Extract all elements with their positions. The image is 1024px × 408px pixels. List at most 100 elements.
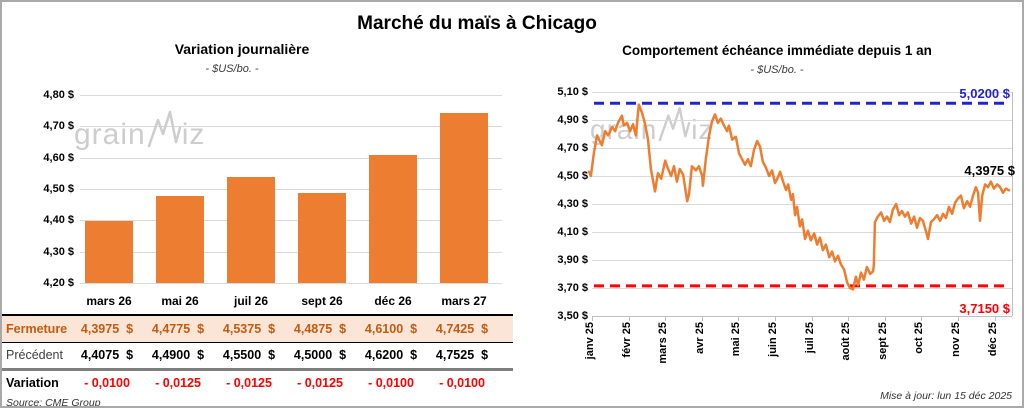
- watermark-text-post: iz: [181, 118, 206, 151]
- line-y-tick-label: 3,70 $: [557, 282, 588, 294]
- cell-variation-4: - 0,0100: [368, 376, 414, 390]
- bar-gridline: [80, 95, 502, 96]
- line-gridline: [592, 316, 1012, 317]
- cell-previous-5: 4,7525 $: [435, 348, 489, 362]
- cell-variation-0: - 0,0100: [84, 376, 130, 390]
- bar-y-tick-label: 4,30 $: [43, 245, 74, 258]
- low-threshold-label: 3,7150 $: [959, 301, 1010, 316]
- table-row-variation: Variation - 0,0100 - 0,0125 - 0,0125 - 0,012…: [2, 371, 513, 395]
- bar-déc-26: [369, 155, 417, 283]
- watermark-text-post: iz: [691, 114, 714, 145]
- bar-x-category-label: juil 26: [233, 294, 268, 308]
- line-gridline: [592, 92, 1012, 93]
- line-gridline: [592, 148, 1012, 149]
- cell-previous-4: 4,6200 $: [364, 348, 418, 362]
- cell-close-4: 4,6100 $: [364, 322, 418, 336]
- line-y-tick-label: 4,50 $: [557, 170, 588, 182]
- x-axis-tick: [958, 316, 959, 321]
- line-gridline: [592, 232, 1012, 233]
- grainwiz-zigzag-icon: [658, 106, 691, 142]
- row-label-previous: Précédent: [6, 348, 63, 362]
- cell-variation-3: - 0,0125: [297, 376, 343, 390]
- x-axis-tick: [994, 316, 996, 321]
- line-y-tick-label: 5,10 $: [557, 86, 588, 98]
- bar-gridline: [80, 157, 502, 159]
- x-axis-tick: [811, 316, 813, 321]
- bar-x-category-label: mars 26: [86, 294, 132, 308]
- watermark-text-pre: grain: [74, 118, 146, 151]
- line-y-tick-label: 4,30 $: [557, 198, 588, 210]
- bar-gridline: [80, 283, 502, 284]
- grainwiz-watermark: grain iz: [74, 110, 205, 160]
- x-axis-tick: [665, 316, 667, 321]
- source-note: Source: CME Group: [6, 397, 101, 408]
- bar-x-category-label: déc 26: [374, 294, 412, 308]
- page-title: Marché du maïs à Chicago: [357, 13, 597, 34]
- bar-chart-title: Variation journalière: [174, 41, 310, 57]
- x-axis-tick: [628, 316, 630, 321]
- bar-x-category-label: sept 26: [301, 294, 343, 308]
- bar-juil-26: [227, 177, 275, 283]
- bar-y-tick-label: 4,60 $: [43, 151, 74, 164]
- line-gridline: [592, 120, 1012, 121]
- cell-variation-1: - 0,0125: [155, 376, 201, 390]
- x-axis-tick: [884, 316, 886, 321]
- line-y-tick-label: 3,50 $: [557, 310, 588, 322]
- x-axis-tick: [701, 316, 703, 321]
- table-row-close: Fermeture 4,3975 $ 4,4775 $ 4,5375 $ 4,4875 …: [2, 316, 513, 343]
- bar-mai-26: [156, 196, 204, 283]
- bar-y-tick-label: 4,50 $: [43, 183, 74, 195]
- x-axis-tick: [921, 316, 923, 321]
- bar-gridline: [80, 220, 502, 222]
- x-axis-tick: [775, 316, 776, 321]
- bar-gridline: [80, 251, 502, 253]
- grainwiz-zigzag-icon: [147, 110, 181, 148]
- bar-mars-27: [440, 113, 488, 283]
- bar-gridline: [80, 189, 502, 190]
- line-y-tick-label: 4,10 $: [557, 226, 588, 238]
- bar-sept-26: [298, 193, 346, 283]
- last-price-label: 4,3975 $: [964, 163, 1015, 178]
- bar-gridline: [80, 126, 502, 128]
- x-axis-tick: [592, 316, 593, 321]
- price-series-line: [587, 103, 1011, 291]
- cell-previous-2: 4,5500 $: [222, 348, 276, 362]
- cell-close-3: 4,4875 $: [293, 322, 347, 336]
- futures-table: Fermeture 4,3975 $ 4,4775 $ 4,5375 $ 4,4875 …: [2, 314, 513, 395]
- cell-previous-1: 4,4900 $: [151, 348, 205, 362]
- bar-y-tick-label: 4,80 $: [43, 89, 74, 101]
- x-axis-tick: [848, 316, 850, 321]
- row-label-variation: Variation: [6, 376, 59, 390]
- updated-note: Mise à jour: lun 15 déc 2025: [880, 390, 1012, 402]
- bar-y-tick-label: 4,20 $: [43, 277, 74, 289]
- cell-close-5: 4,7425 $: [435, 322, 489, 336]
- line-gridline: [592, 176, 1012, 177]
- line-gridline: [592, 260, 1012, 261]
- line-gridline: [592, 288, 1012, 289]
- x-axis-tick: [738, 316, 740, 321]
- bar-x-category-label: mars 27: [441, 294, 487, 308]
- bar-x-category-label: mai 26: [161, 294, 199, 308]
- cell-close-0: 4,3975 $: [80, 322, 134, 336]
- line-y-tick-label: 4,70 $: [557, 142, 588, 154]
- line-chart-title: Comportement échéance immédiate depuis 1…: [622, 43, 932, 58]
- line-y-tick-label: 4,90 $: [557, 114, 588, 126]
- bar-chart-subtitle: - $US/bo. -: [205, 63, 259, 75]
- row-label-close: Fermeture: [6, 322, 68, 336]
- plot-right-border: [1012, 92, 1013, 316]
- line-gridline: [592, 204, 1012, 205]
- bar-y-tick-label: 4,70 $: [43, 120, 74, 133]
- cell-close-2: 4,5375 $: [222, 322, 276, 336]
- line-y-tick-label: 3,90 $: [557, 254, 588, 266]
- bar-y-tick-label: 4,40 $: [43, 214, 74, 227]
- cell-previous-3: 4,5000 $: [293, 348, 347, 362]
- cell-previous-0: 4,4075 $: [80, 348, 134, 362]
- table-row-previous: Précédent 4,4075 $ 4,4900 $ 4,5500 $ 4,5000 …: [2, 343, 513, 371]
- cell-close-1: 4,4775 $: [151, 322, 205, 336]
- cell-variation-5: - 0,0100: [439, 376, 485, 390]
- bar-mars-26: [85, 221, 133, 283]
